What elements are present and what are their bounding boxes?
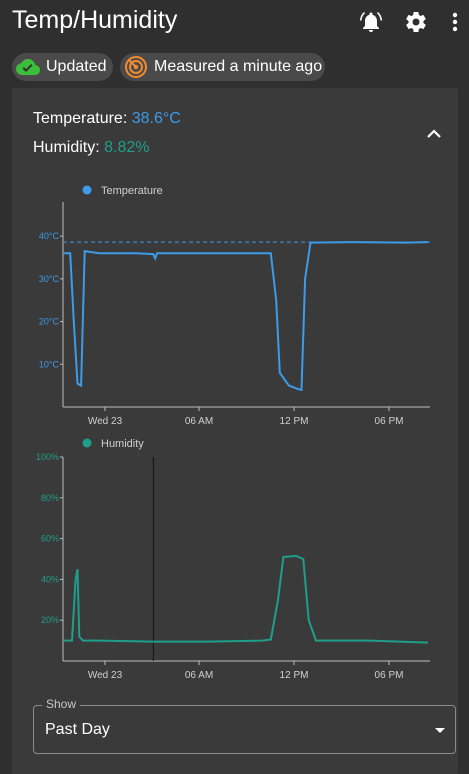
time-range-label: Show [42,697,81,711]
humidity-value: 8.82% [104,139,150,156]
y-tick-label: 40% [41,574,59,584]
y-tick-label: 80% [41,493,59,503]
x-tick-label: Wed 23 [88,670,123,681]
legend-swatch-humidity [82,438,92,448]
cloud-done-icon [16,59,40,75]
humidity-chart: Humidity 20% 40% 60% 80% 100% Wed 23 06 AM 12 … [36,438,430,681]
y-tick-label: 60% [41,534,59,544]
updated-chip-label: Updated [46,58,107,75]
measured-chip-label: Measured a minute ago [154,58,323,75]
updated-chip: Updated [12,53,113,81]
bell-icon[interactable] [359,10,383,34]
gear-icon[interactable] [404,10,428,34]
x-tick-label: 06 AM [185,670,213,681]
temperature-reading: Temperature: 38.6°C [33,110,181,128]
y-tick-label: 30°C [39,274,60,284]
humidity-series-line [63,554,429,644]
temperature-label: Temperature: [33,110,128,127]
y-tick-label: 100% [36,452,59,462]
x-tick-label: 12 PM [280,670,309,681]
chevron-up-icon[interactable] [424,124,444,144]
y-tick-label: 20% [41,615,59,625]
temperature-chart: Temperature 10°C 20°C 30°C 40°C Wed 23 06 AM… [39,185,430,427]
legend-label-temperature: Temperature [101,185,163,197]
legend-label-humidity: Humidity [101,438,144,450]
temperature-series-line [63,241,429,392]
x-tick-label: Wed 23 [88,416,123,427]
humidity-label: Humidity: [33,139,100,156]
page-title: Temp/Humidity [12,6,178,34]
legend-swatch-temperature [82,185,92,195]
time-range-select[interactable]: Show Past Day [33,697,456,754]
y-tick-label: 20°C [39,317,60,327]
x-tick-label: 06 PM [375,670,404,681]
x-tick-label: 12 PM [280,416,309,427]
temperature-value: 38.6°C [131,110,181,127]
x-tick-label: 06 PM [375,416,404,427]
time-range-value: Past Day [45,721,110,738]
sensor-icon [125,56,147,78]
x-tick-label: 06 AM [185,416,213,427]
dropdown-arrow-icon [435,728,445,733]
measured-chip: Measured a minute ago [120,53,325,81]
more-vert-icon[interactable] [447,10,463,34]
y-tick-label: 10°C [39,359,60,369]
y-tick-label: 40°C [39,231,60,241]
app-header: Temp/Humidity [0,0,469,44]
humidity-reading: Humidity: 8.82% [33,139,150,157]
sensor-card [12,88,458,774]
